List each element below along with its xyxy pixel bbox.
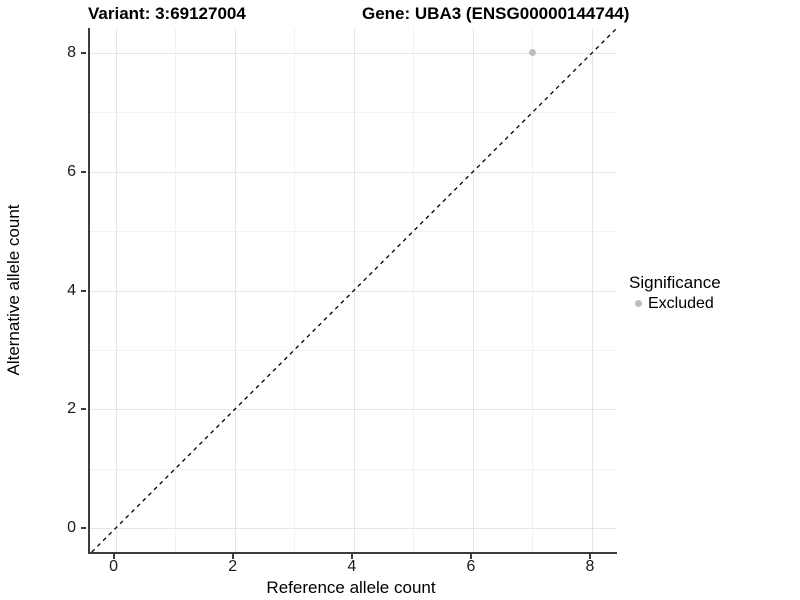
x-tick-label: 0 bbox=[109, 558, 119, 575]
y-axis-title: Alternative allele count bbox=[4, 204, 23, 376]
gridline bbox=[90, 528, 617, 529]
y-tick-label: 4 bbox=[67, 281, 76, 299]
gridline bbox=[413, 28, 414, 552]
gridline bbox=[90, 469, 617, 470]
gridline bbox=[90, 409, 617, 410]
x-axis-title: Reference allele count bbox=[266, 578, 436, 597]
x-tick-mark bbox=[350, 554, 353, 559]
y-tick-mark bbox=[81, 527, 86, 530]
gridline bbox=[90, 231, 617, 232]
gridline bbox=[532, 28, 533, 552]
legend-item: Excluded bbox=[629, 294, 721, 313]
plot-title-gene: Gene: UBA3 (ENSG00000144744) bbox=[362, 4, 630, 23]
legend-title: Significance bbox=[629, 273, 721, 292]
x-tick-mark bbox=[588, 554, 591, 559]
x-tick-mark bbox=[231, 554, 234, 559]
legend: Significance Excluded bbox=[629, 273, 721, 313]
y-tick-label: 6 bbox=[67, 162, 76, 180]
y-tick-mark bbox=[81, 408, 86, 411]
y-tick-mark bbox=[81, 51, 86, 54]
y-tick-label: 8 bbox=[67, 43, 76, 61]
legend-item-label: Excluded bbox=[648, 294, 714, 312]
x-tick-label: 4 bbox=[347, 558, 357, 575]
plot-panel bbox=[88, 27, 618, 554]
gridline bbox=[175, 28, 176, 552]
gridline bbox=[90, 172, 617, 173]
gridline bbox=[90, 112, 617, 113]
data-point bbox=[528, 49, 536, 57]
gridline bbox=[294, 28, 295, 552]
legend-point-icon bbox=[635, 300, 642, 307]
gridline bbox=[116, 28, 117, 552]
identity-reference-line bbox=[91, 27, 618, 553]
legend-items: Excluded bbox=[629, 294, 721, 313]
y-tick-mark bbox=[81, 170, 86, 173]
plot-title-variant: Variant: 3:69127004 bbox=[88, 4, 246, 23]
y-tick-mark bbox=[81, 289, 86, 292]
x-tick-mark bbox=[112, 554, 115, 559]
x-tick-label: 6 bbox=[466, 558, 476, 575]
gridline bbox=[235, 28, 236, 552]
x-tick-label: 2 bbox=[228, 558, 238, 575]
y-tick-label: 2 bbox=[67, 400, 76, 418]
x-tick-mark bbox=[469, 554, 472, 559]
x-tick-label: 8 bbox=[585, 558, 595, 575]
gridline bbox=[592, 28, 593, 552]
gridline bbox=[473, 28, 474, 552]
gridline bbox=[90, 350, 617, 351]
y-tick-label: 0 bbox=[67, 519, 76, 537]
gridline bbox=[90, 53, 617, 54]
